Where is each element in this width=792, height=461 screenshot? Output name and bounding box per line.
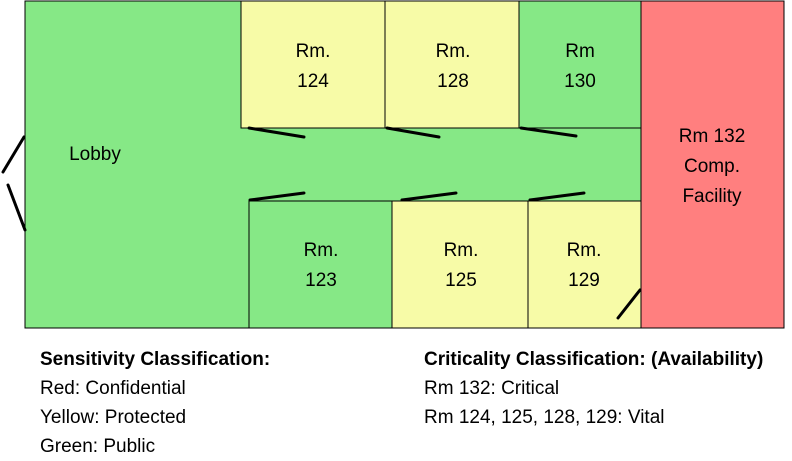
room-125-label-line1: Rm. xyxy=(444,240,479,261)
lobby-label: Lobby xyxy=(69,144,121,165)
sensitivity-item-red: Red: Confidential xyxy=(40,378,186,399)
sensitivity-item-green: Green: Public xyxy=(40,436,156,457)
room-129-label-line1: Rm. xyxy=(567,240,602,261)
criticality-item-critical: Rm 132: Critical xyxy=(424,378,560,399)
room-132-label-line1: Rm 132 xyxy=(679,126,746,147)
room-123-label-line2: 123 xyxy=(305,270,337,291)
door-124 xyxy=(247,126,306,139)
room-128 xyxy=(384,0,520,129)
room-125-label-line2: 125 xyxy=(445,270,477,291)
sensitivity-legend-title: Sensitivity Classification: xyxy=(40,349,271,370)
room-129-label-line2: 129 xyxy=(568,270,600,291)
criticality-legend-title: Criticality Classification: (Availabilit… xyxy=(424,349,764,370)
criticality-item-vital: Rm 124, 125, 128, 129: Vital xyxy=(424,407,665,428)
room-124-label-line1: Rm. xyxy=(296,41,331,62)
room-128-label-line1: Rm. xyxy=(436,41,471,62)
room-130 xyxy=(518,0,642,129)
room-128-label-line2: 128 xyxy=(437,71,469,92)
door-129 xyxy=(528,191,586,202)
room-124 xyxy=(240,0,386,129)
entrance-door-upper xyxy=(1,135,26,174)
room-125 xyxy=(391,200,529,329)
room-132-label-line3: Facility xyxy=(682,186,742,207)
door-132 xyxy=(616,288,642,320)
room-132 xyxy=(640,0,785,329)
room-132-label-line2: Comp. xyxy=(684,156,740,177)
room-130-label-line2: 130 xyxy=(564,71,596,92)
entrance-door-lower xyxy=(6,183,27,232)
sensitivity-legend: Sensitivity Classification: Red: Confide… xyxy=(40,345,270,461)
room-124-label-line2: 124 xyxy=(297,71,329,92)
door-123 xyxy=(248,191,306,202)
room-123 xyxy=(248,200,393,329)
door-125 xyxy=(400,191,458,202)
room-129 xyxy=(527,200,642,329)
criticality-legend: Criticality Classification: (Availabilit… xyxy=(424,345,763,432)
door-130 xyxy=(519,126,578,138)
room-130-label-line1: Rm xyxy=(565,41,595,62)
sensitivity-item-yellow: Yellow: Protected xyxy=(40,407,187,428)
door-128 xyxy=(385,126,441,139)
floor-plan: Lobby Rm. 124 Rm. 128 Rm 130 Rm. 123 Rm.… xyxy=(1,0,785,329)
room-123-label-line1: Rm. xyxy=(304,240,339,261)
